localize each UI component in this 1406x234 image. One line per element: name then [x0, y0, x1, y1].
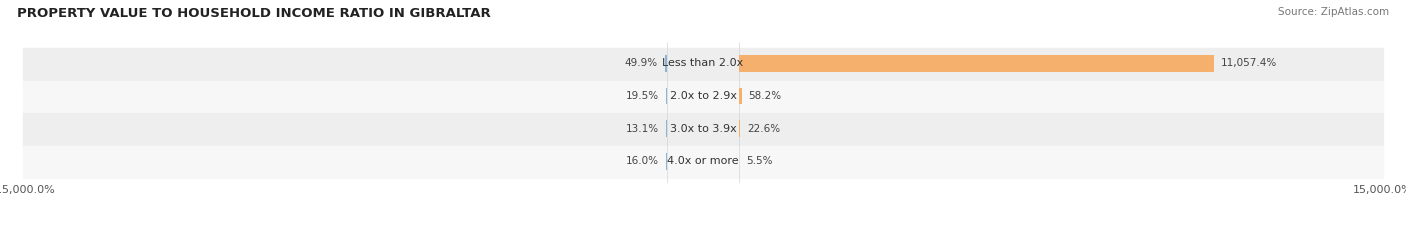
- Bar: [740, 88, 742, 105]
- Text: 11,057.4%: 11,057.4%: [1220, 58, 1277, 68]
- Text: PROPERTY VALUE TO HOUSEHOLD INCOME RATIO IN GIBRALTAR: PROPERTY VALUE TO HOUSEHOLD INCOME RATIO…: [17, 7, 491, 20]
- Text: 3.0x to 3.9x: 3.0x to 3.9x: [669, 124, 737, 134]
- Bar: [22, 113, 1384, 145]
- Text: 5.5%: 5.5%: [747, 156, 773, 166]
- Text: 22.6%: 22.6%: [747, 124, 780, 134]
- Text: Source: ZipAtlas.com: Source: ZipAtlas.com: [1278, 7, 1389, 17]
- Text: 16.0%: 16.0%: [626, 156, 659, 166]
- Text: 49.9%: 49.9%: [624, 58, 658, 68]
- Bar: [740, 55, 1213, 72]
- Text: 13.1%: 13.1%: [626, 124, 659, 134]
- Bar: [22, 81, 1384, 112]
- Text: 58.2%: 58.2%: [748, 91, 782, 101]
- Text: 2.0x to 2.9x: 2.0x to 2.9x: [669, 91, 737, 101]
- Bar: [22, 146, 1384, 178]
- Text: 4.0x or more: 4.0x or more: [668, 156, 738, 166]
- Bar: [665, 55, 666, 72]
- Text: 19.5%: 19.5%: [626, 91, 659, 101]
- Bar: [22, 48, 1384, 80]
- Text: Less than 2.0x: Less than 2.0x: [662, 58, 744, 68]
